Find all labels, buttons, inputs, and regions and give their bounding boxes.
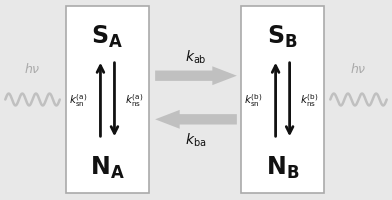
Text: $\mathbf{N_A}$: $\mathbf{N_A}$ bbox=[90, 154, 125, 180]
Polygon shape bbox=[155, 110, 237, 129]
Text: $k_{\rm ab}$: $k_{\rm ab}$ bbox=[185, 48, 207, 65]
FancyBboxPatch shape bbox=[241, 7, 325, 193]
Text: $\mathbf{S_B}$: $\mathbf{S_B}$ bbox=[267, 24, 298, 50]
Text: $k_{\rm sn}^{\rm (b)}$: $k_{\rm sn}^{\rm (b)}$ bbox=[244, 92, 263, 108]
Text: $h\nu$: $h\nu$ bbox=[350, 61, 367, 75]
Text: $h\nu$: $h\nu$ bbox=[24, 61, 41, 75]
Polygon shape bbox=[155, 67, 237, 86]
Text: $k_{\rm ns}^{\rm (b)}$: $k_{\rm ns}^{\rm (b)}$ bbox=[300, 92, 318, 108]
Text: $\mathbf{S_A}$: $\mathbf{S_A}$ bbox=[91, 24, 123, 50]
Text: $k_{\rm sn}^{\rm (a)}$: $k_{\rm sn}^{\rm (a)}$ bbox=[69, 92, 87, 108]
Text: $k_{\rm ns}^{\rm (a)}$: $k_{\rm ns}^{\rm (a)}$ bbox=[125, 92, 143, 108]
Text: $\mathbf{N_B}$: $\mathbf{N_B}$ bbox=[266, 154, 299, 180]
Text: $k_{\rm ba}$: $k_{\rm ba}$ bbox=[185, 131, 207, 148]
FancyBboxPatch shape bbox=[65, 7, 149, 193]
